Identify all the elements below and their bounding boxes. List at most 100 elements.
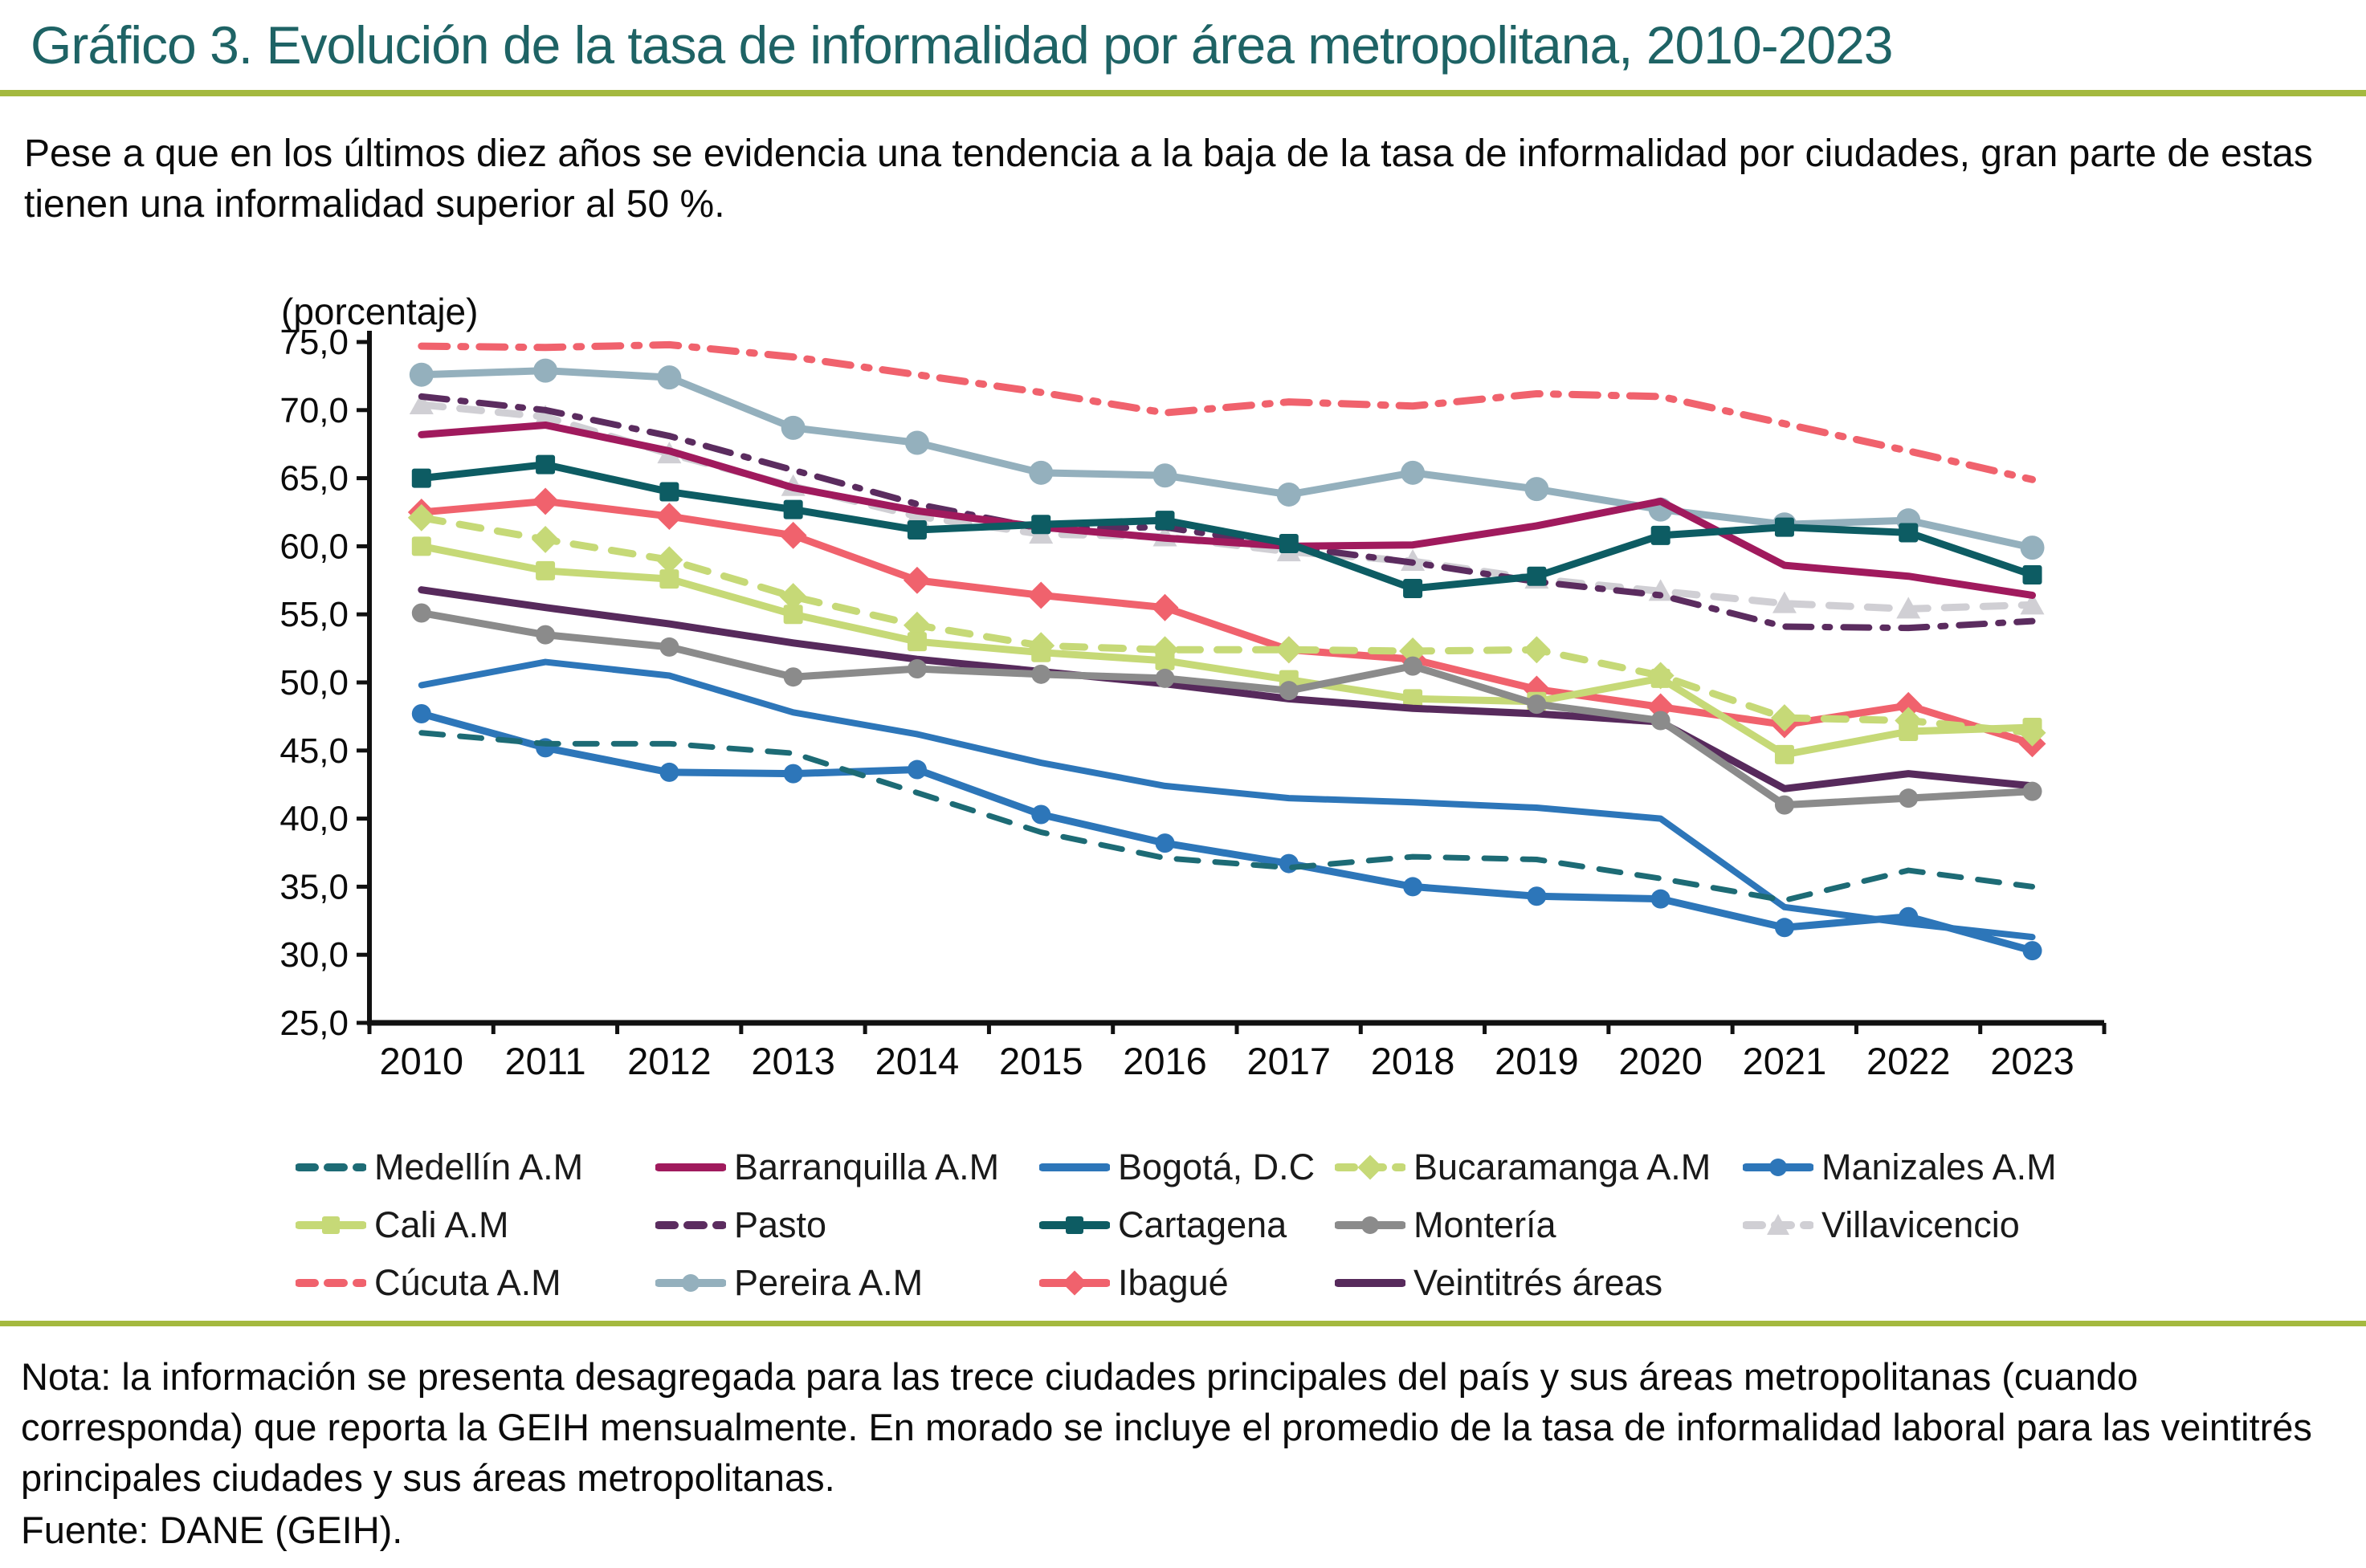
x-axis-year-label: 2015 [999, 1040, 1083, 1082]
legend-swatch [296, 1163, 366, 1171]
series-line-Barranquilla A.M [418, 421, 2037, 599]
marker-square [1403, 578, 1423, 598]
marker-circle [2022, 781, 2042, 801]
x-axis-year-label: 2011 [505, 1040, 586, 1082]
legend-marker-circle [1769, 1159, 1787, 1176]
x-axis-year-label: 2012 [627, 1040, 712, 1082]
legend-marker-circle [682, 1274, 700, 1292]
legend-item-manizales-a-m: Manizales A.M [1743, 1146, 2143, 1188]
marker-circle [907, 760, 927, 780]
marker-square [659, 482, 679, 502]
marker-circle [1279, 681, 1299, 701]
series-line-Manizales A.M [418, 710, 2037, 955]
marker-square [1155, 511, 1175, 531]
series-line-Bucaramanga A.M [418, 514, 2037, 737]
series-line-Bogotá, D.C [418, 658, 2036, 941]
legend-label: Veintitrés áreas [1413, 1262, 1663, 1303]
legend-item-ibagué: Ibagué [1039, 1262, 1335, 1304]
x-axis-year-label: 2020 [1618, 1040, 1703, 1082]
marker-diamond [779, 521, 807, 549]
marker-circle [1774, 795, 1794, 815]
marker-circle [536, 625, 556, 645]
marker-square [783, 605, 803, 625]
y-axis-tick-label: 60,0 [279, 527, 349, 566]
marker-square [2022, 565, 2042, 585]
marker-circle [783, 667, 803, 687]
chart-legend: Medellín A.M Barranquilla A.M Bogotá, D.C B… [296, 1146, 2143, 1304]
marker-square [1031, 642, 1051, 662]
marker-square [2022, 717, 2042, 737]
note-text: Nota: la información se presenta desagre… [21, 1355, 2312, 1499]
marker-circle [411, 704, 431, 724]
legend-item-pereira-a-m: Pereira A.M [655, 1262, 1039, 1304]
marker-circle [1403, 656, 1423, 676]
legend-swatch [655, 1221, 726, 1229]
y-axis-tick-label: 55,0 [279, 595, 349, 634]
series-line-Pasto [418, 393, 2036, 632]
marker-square [1279, 534, 1299, 554]
legend-marker-diamond [1062, 1270, 1087, 1296]
series-line-Veintitrés áreas [418, 586, 2037, 792]
marker-circle [659, 762, 679, 782]
marker-square [783, 499, 803, 519]
legend-label: Cali A.M [374, 1204, 509, 1245]
marker-square [536, 454, 556, 474]
marker-square [536, 560, 556, 580]
marker-square [1155, 650, 1175, 670]
legend-label: Bogotá, D.C [1118, 1146, 1316, 1187]
marker-square [1650, 525, 1670, 545]
marker-circle [2022, 941, 2042, 961]
marker-circle [1650, 711, 1670, 731]
marker-circle [1899, 906, 1919, 927]
y-axis-tick-label: 45,0 [279, 731, 349, 771]
legend-marker-triangle [1767, 1214, 1789, 1235]
legend-marker-square [1066, 1216, 1083, 1234]
legend-item-barranquilla-a-m: Barranquilla A.M [655, 1146, 1039, 1188]
footer-divider [0, 1321, 2366, 1326]
marker-circle [1527, 694, 1547, 715]
legend-swatch [296, 1216, 366, 1234]
marker-circle [1029, 460, 1054, 485]
marker-circle [904, 430, 929, 455]
legend-item-cúcuta-a-m: Cúcuta A.M [296, 1262, 655, 1304]
marker-square [1403, 689, 1423, 709]
marker-diamond [1151, 593, 1179, 621]
title-divider [0, 90, 2366, 96]
series-line-Pereira A.M [418, 367, 2037, 552]
marker-circle [409, 362, 434, 387]
y-axis-tick-label: 75,0 [279, 323, 349, 362]
marker-square [659, 569, 679, 589]
marker-circle [1774, 918, 1794, 938]
marker-triangle [1772, 591, 1797, 613]
legend-item-bucaramanga-a-m: Bucaramanga A.M [1335, 1146, 1743, 1188]
legend-item-pasto: Pasto [655, 1204, 1039, 1246]
legend-swatch [1743, 1159, 1813, 1176]
series-line-Ibagué [418, 497, 2037, 747]
marker-circle [1279, 853, 1299, 874]
marker-circle [1155, 833, 1175, 853]
chart-canvas: (porcentaje) 25,0 30,0 35,0 40,0 45,0 50,0 55,0… [279, 291, 2107, 1082]
legend-item-cartagena: Cartagena [1039, 1204, 1335, 1246]
y-axis-tick-label: 50,0 [279, 663, 349, 703]
marker-circle [2020, 536, 2045, 560]
marker-square [907, 632, 927, 652]
marker-circle [1152, 463, 1177, 488]
legend-swatch [1039, 1270, 1110, 1296]
marker-square [1527, 566, 1547, 586]
x-axis-year-label: 2013 [751, 1040, 835, 1082]
legend-swatch [1039, 1163, 1110, 1171]
marker-circle [657, 365, 682, 390]
marker-circle [411, 603, 431, 623]
y-axis-tick-label: 40,0 [279, 800, 349, 839]
marker-circle [1650, 889, 1670, 909]
marker-diamond [1275, 636, 1303, 664]
marker-circle [1524, 477, 1549, 502]
x-axis-year-label: 2018 [1371, 1040, 1455, 1082]
legend-label: Pereira A.M [734, 1262, 924, 1303]
marker-square [411, 536, 431, 556]
marker-diamond [1523, 636, 1551, 664]
marker-circle [1527, 886, 1547, 906]
marker-square [411, 468, 431, 488]
y-axis-tick-label: 30,0 [279, 935, 349, 975]
